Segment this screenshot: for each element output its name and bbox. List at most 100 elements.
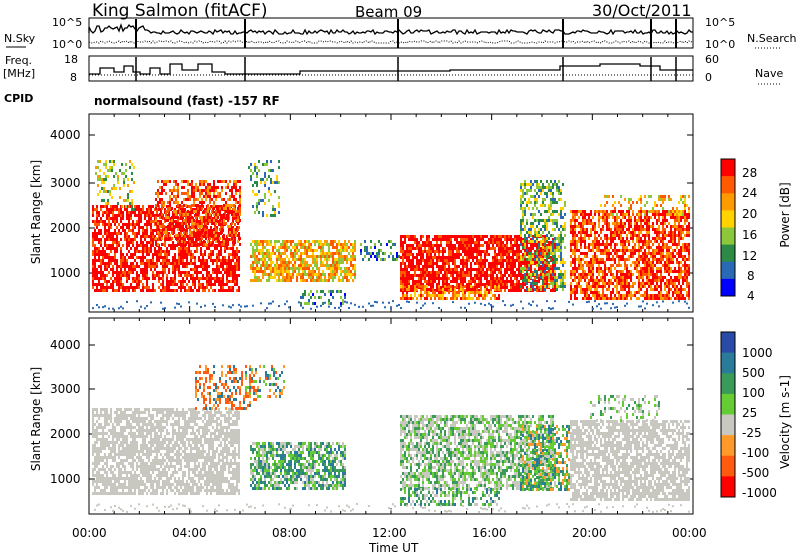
power-echo-cell <box>540 252 542 255</box>
power-echo-cell <box>520 225 522 228</box>
power-echo-cell <box>130 238 132 241</box>
power-echo-cell <box>536 282 538 285</box>
power-echo-cell <box>292 276 294 279</box>
power-echo-cell <box>146 208 148 211</box>
power-echo-cell <box>227 234 229 237</box>
power-echo-cell <box>498 262 500 265</box>
power-echo-cell <box>402 244 404 247</box>
power-echo-cell <box>420 277 422 280</box>
power-echo-cell <box>162 265 164 268</box>
power-echo-cell <box>442 253 444 256</box>
power-echo-cell <box>138 217 140 220</box>
power-echo-cell <box>570 249 572 252</box>
power-echo-cell <box>128 265 130 268</box>
power-echo-cell <box>496 280 498 283</box>
power-echo-cell <box>278 160 280 163</box>
power-echo-cell <box>540 219 542 222</box>
power-echo-cell <box>574 291 576 294</box>
power-echo-cell <box>142 262 144 265</box>
power-echo-cell <box>550 274 552 277</box>
power-echo-cell <box>136 250 138 253</box>
power-echo-cell <box>312 267 314 270</box>
power-echo-cell <box>128 229 130 232</box>
power-echo-cell <box>157 222 159 225</box>
power-echo-cell <box>548 219 550 222</box>
power-echo-cell <box>510 247 512 250</box>
power-echo-cell <box>412 262 414 265</box>
power-echo-cell <box>408 297 410 300</box>
power-echo-cell <box>213 201 215 204</box>
power-echo-cell <box>168 253 170 256</box>
power-echo-cell <box>284 249 286 252</box>
power-echo-cell <box>276 261 278 264</box>
power-echo-cell <box>426 256 428 259</box>
power-echo-cell <box>183 180 185 183</box>
power-echo-cell <box>584 294 586 297</box>
power-echo-cell <box>468 256 470 259</box>
power-echo-cell <box>582 228 584 231</box>
power-echo-cell <box>114 214 116 217</box>
power-echo-cell <box>346 276 348 279</box>
power-echo-cell <box>570 231 572 234</box>
power-echo-cell <box>233 180 235 183</box>
power-echo-cell <box>502 265 504 268</box>
power-echo-cell <box>96 235 98 238</box>
power-echo-cell <box>546 225 548 228</box>
power-echo-cell <box>502 256 504 259</box>
power-echo-cell <box>148 205 150 208</box>
power-echo-cell <box>179 222 181 225</box>
power-echo-cell <box>302 261 304 264</box>
power-echo-cell <box>340 273 342 276</box>
power-echo-cell <box>179 228 181 231</box>
power-echo-cell <box>105 178 107 181</box>
power-echo-cell <box>264 172 266 175</box>
power-echo-cell <box>526 237 528 240</box>
power-echo-cell <box>514 262 516 265</box>
power-echo-cell <box>128 286 130 289</box>
power-echo-cell <box>342 249 344 252</box>
power-echo-cell <box>564 276 566 279</box>
power-echo-cell <box>266 178 268 181</box>
power-echo-cell <box>231 204 233 207</box>
power-echo-cell <box>472 238 474 241</box>
power-echo-cell <box>111 196 113 199</box>
power-echo-cell <box>177 228 179 231</box>
power-echo-cell <box>506 271 508 274</box>
power-echo-cell <box>94 256 96 259</box>
power-echo-cell <box>199 240 201 243</box>
power-echo-cell <box>426 250 428 253</box>
power-echo-cell <box>486 253 488 256</box>
power-echo-cell <box>574 246 576 249</box>
power-echo-cell <box>239 210 241 213</box>
power-echo-cell <box>230 280 232 283</box>
power-echo-cell <box>99 178 101 181</box>
power-echo-cell <box>188 286 190 289</box>
power-echo-cell <box>324 276 326 279</box>
power-echo-cell <box>468 280 470 283</box>
power-echo-cell <box>161 201 163 204</box>
power-echo-cell <box>430 241 432 244</box>
power-echo-cell <box>282 246 284 249</box>
power-echo-cell <box>97 193 99 196</box>
power-echo-cell <box>480 265 482 268</box>
power-echo-cell <box>192 262 194 265</box>
power-echo-cell <box>484 265 486 268</box>
power-echo-cell <box>428 253 430 256</box>
power-echo-cell <box>460 244 462 247</box>
power-echo-cell <box>574 297 576 300</box>
power-echo-cell <box>214 259 216 262</box>
power-echo-cell <box>320 243 322 246</box>
power-echo-cell <box>456 247 458 250</box>
power-echo-cell <box>120 271 122 274</box>
power-echo-cell <box>552 213 554 216</box>
power-echo-cell <box>570 222 572 225</box>
power-echo-cell <box>227 240 229 243</box>
power-echo-cell <box>344 270 346 273</box>
power-echo-cell <box>114 220 116 223</box>
power-echo-cell <box>406 277 408 280</box>
power-echo-cell <box>150 214 152 217</box>
power-echo-cell <box>262 249 264 252</box>
power-echo-cell <box>444 277 446 280</box>
power-echo-cell <box>219 195 221 198</box>
power-echo-cell <box>538 289 540 292</box>
